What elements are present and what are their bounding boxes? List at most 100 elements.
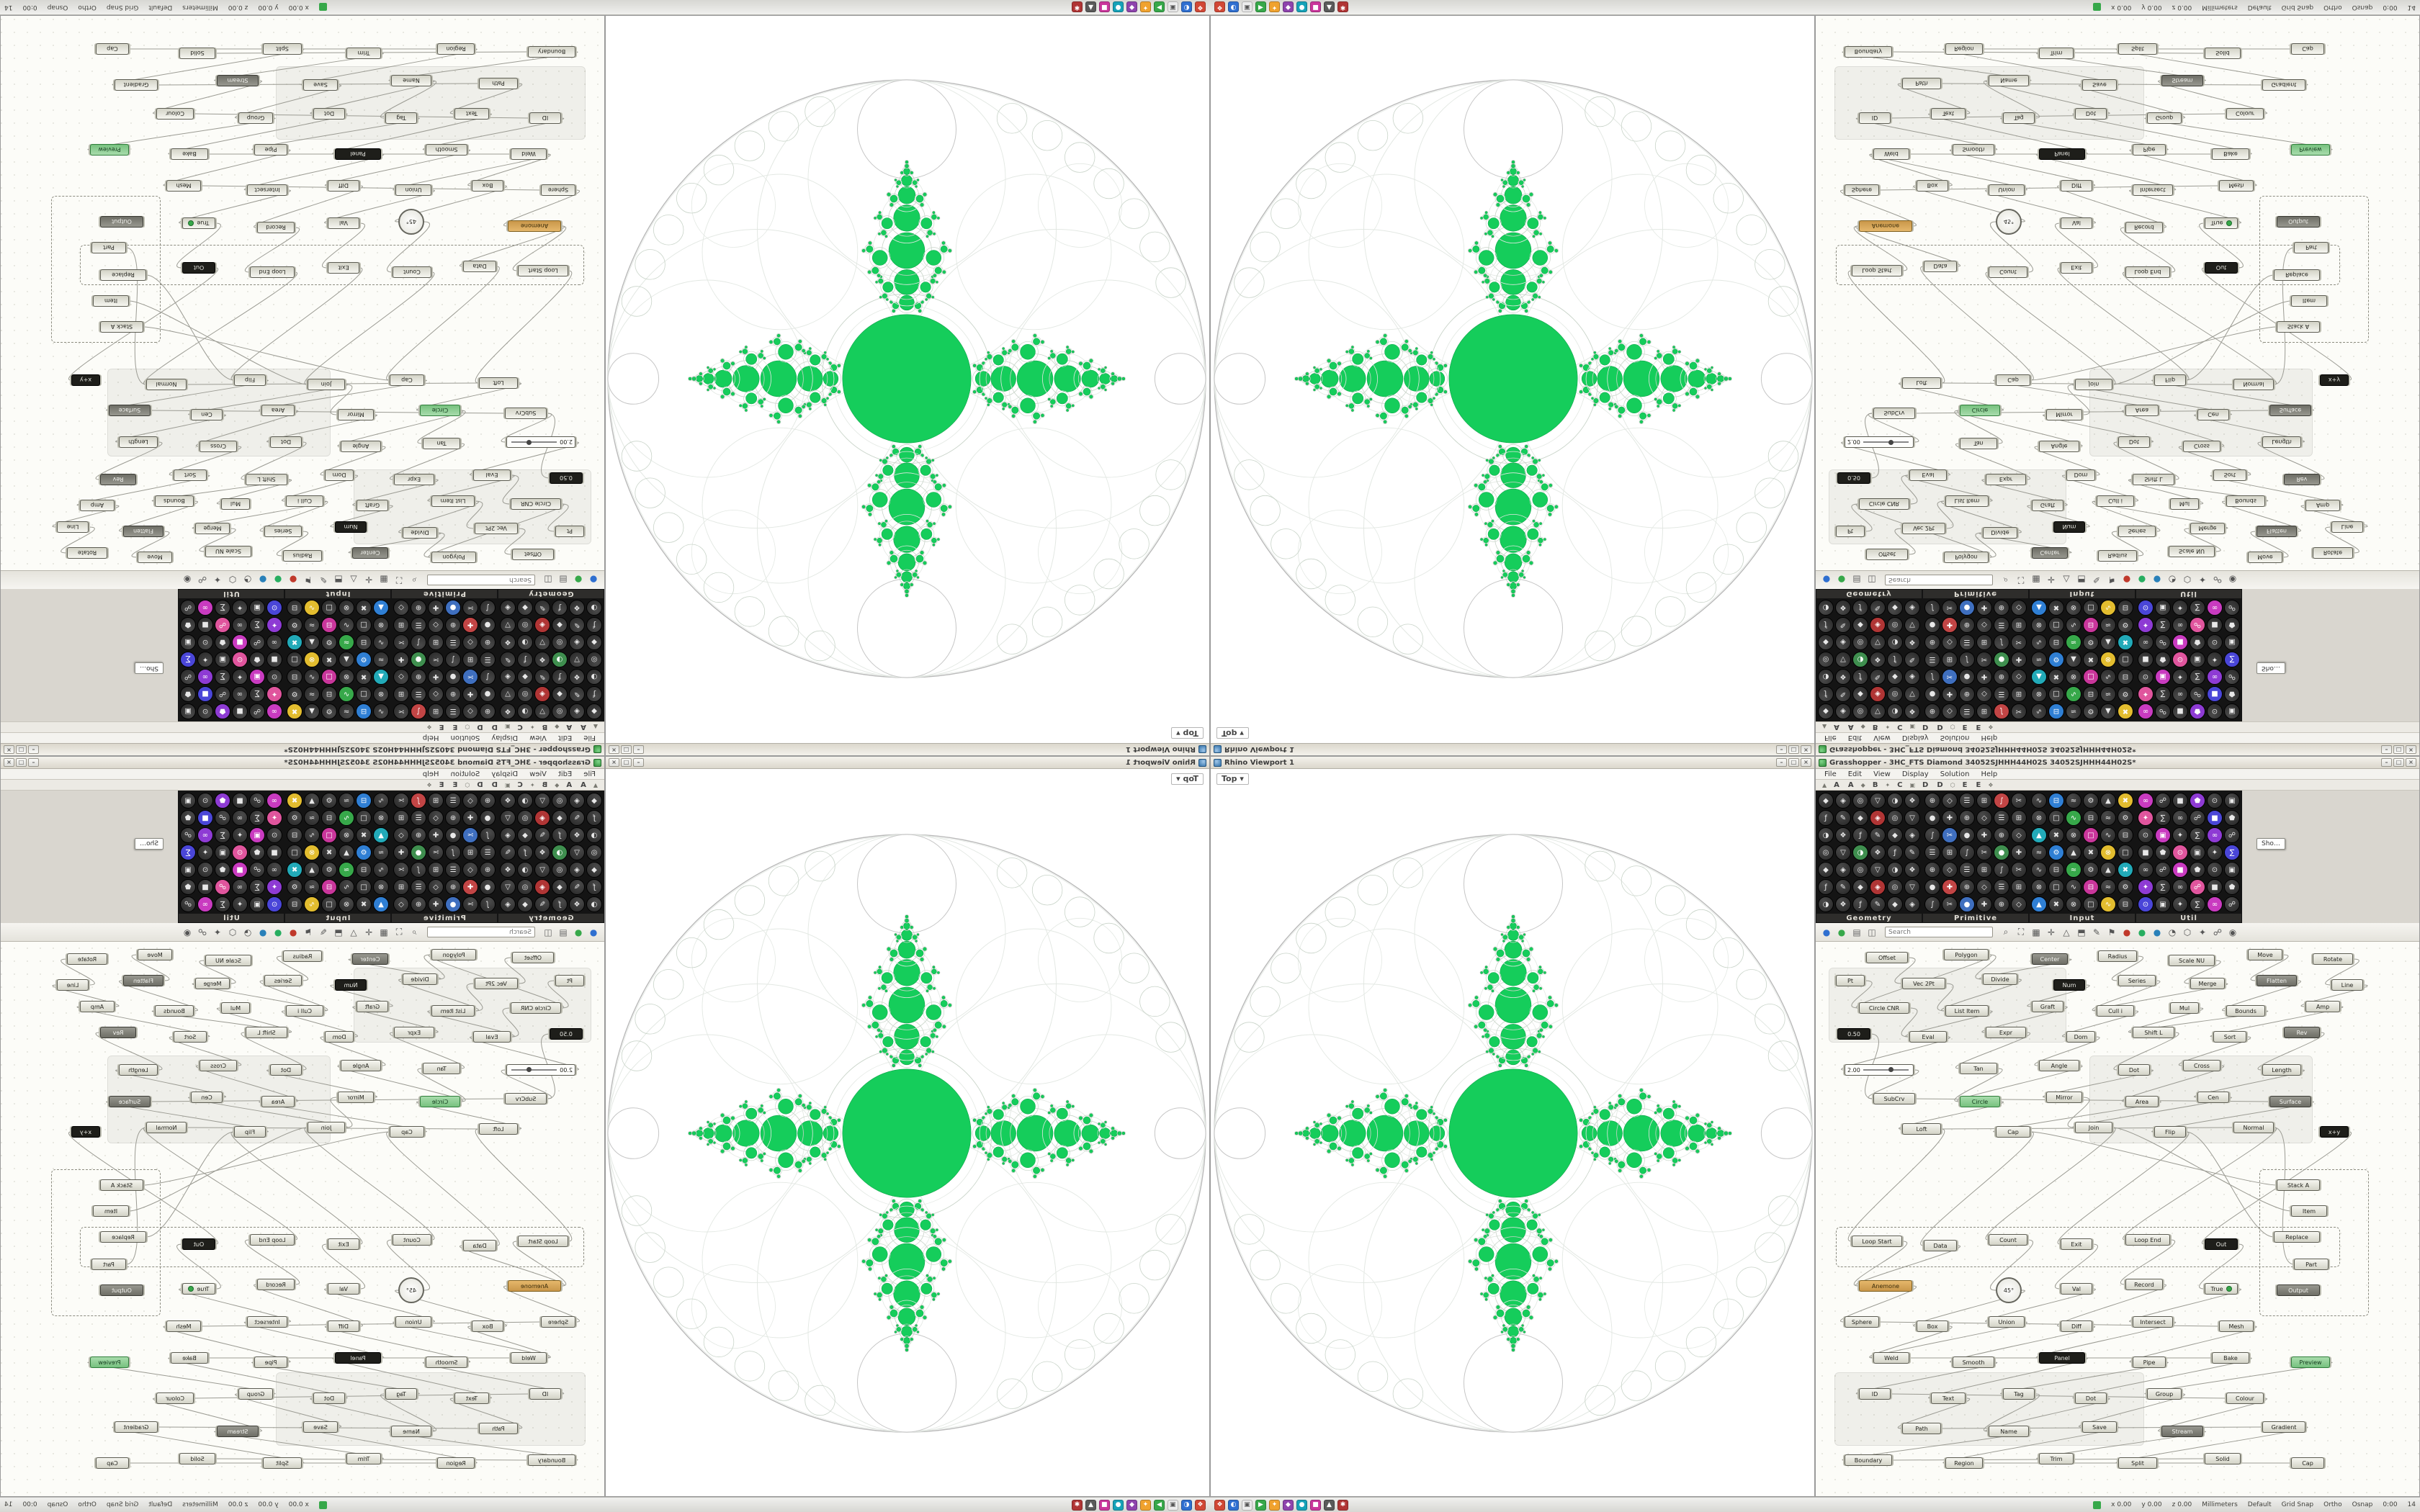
component-icon[interactable]: ∫ [1994, 703, 2009, 719]
component-icon[interactable]: ◆ [1852, 810, 1868, 826]
component-icon[interactable]: ◈ [534, 686, 550, 702]
gh-node[interactable]: Diff [328, 180, 359, 192]
component-icon[interactable]: ≈ [339, 793, 354, 809]
gh-node[interactable]: Length [2262, 1064, 2301, 1076]
category-tab[interactable]: B [1872, 780, 1878, 789]
gh-node[interactable]: Replace [2274, 269, 2320, 281]
gh-node[interactable]: x+y [2320, 374, 2349, 386]
gh-node[interactable]: Stack A [2277, 1179, 2320, 1191]
component-icon[interactable]: ✖ [287, 862, 302, 878]
toolbar-icon[interactable]: ⬡ [228, 575, 237, 585]
gh-node[interactable]: Offset [1866, 549, 1908, 560]
component-icon[interactable]: ▽ [1870, 634, 1886, 650]
component-icon[interactable]: ∿ [339, 879, 354, 895]
gh-node[interactable]: Surface [109, 1096, 151, 1107]
component-icon[interactable]: ∑ [2224, 845, 2240, 860]
gh-node[interactable]: Area [261, 1096, 295, 1107]
gh-node[interactable]: Union [1989, 1316, 2025, 1328]
gh-node[interactable]: 0.50 [550, 472, 583, 484]
component-icon[interactable]: ✚ [462, 810, 478, 826]
component-icon[interactable]: ❖ [569, 896, 585, 912]
gh-node[interactable]: Intersect [2133, 184, 2173, 196]
toolbar-icon[interactable]: ◫ [544, 927, 552, 937]
taskbar-app-icon[interactable]: ● [1113, 1, 1124, 13]
gh-node[interactable]: Record [257, 222, 295, 233]
gh-node[interactable]: Normal [146, 1122, 187, 1133]
component-icon[interactable]: ◎ [1887, 879, 1903, 895]
component-icon[interactable]: ☍ [2155, 634, 2171, 650]
component-icon[interactable]: ✎ [500, 845, 516, 860]
component-icon[interactable]: ❖ [534, 652, 550, 667]
gh-node[interactable]: Stream [217, 1426, 259, 1437]
gh-node[interactable]: Vec 2Pt [1902, 523, 1945, 534]
category-tab[interactable]: D [1937, 723, 1943, 732]
gh-node[interactable]: x+y [2320, 1126, 2349, 1138]
gh-node[interactable]: Num [2053, 521, 2085, 533]
component-icon[interactable]: ⊗ [304, 845, 320, 860]
component-icon[interactable]: ◆ [1887, 600, 1903, 616]
gh-node[interactable]: Boundary [1845, 46, 1892, 58]
taskbar-app-icon[interactable]: ✦ [1269, 1, 1280, 13]
component-icon[interactable]: ▲ [2066, 845, 2081, 860]
component-icon[interactable]: ☰ [1924, 652, 1940, 667]
component-icon[interactable]: ∞ [2172, 810, 2188, 826]
taskbar-app-icon[interactable]: ● [1296, 1499, 1307, 1511]
toolbar-icon[interactable]: ⌕ [2003, 927, 2009, 937]
component-icon[interactable]: ◎ [586, 845, 602, 860]
component-icon[interactable]: ≈ [2100, 686, 2116, 702]
gh-node[interactable]: 2.00 [506, 1064, 575, 1076]
component-icon[interactable]: ▲ [2031, 600, 2047, 616]
gh-node[interactable]: Polygon [1944, 552, 1989, 563]
gh-node[interactable]: Mul [221, 498, 250, 510]
gh-node[interactable]: Loop End [2125, 266, 2170, 278]
gh-node[interactable]: Trim [2039, 48, 2074, 59]
component-icon[interactable]: ✎ [569, 810, 585, 826]
taskbar-app-icon[interactable]: ▲ [1085, 1499, 1096, 1511]
gh-node[interactable]: Mirror [2046, 409, 2082, 420]
component-icon[interactable]: ◎ [517, 879, 533, 895]
component-icon[interactable]: ∿ [304, 896, 320, 912]
gh-node[interactable]: Path [1902, 1423, 1941, 1434]
component-icon[interactable]: ✂ [1942, 600, 1958, 616]
component-icon[interactable]: ∞ [2172, 686, 2188, 702]
component-icon[interactable]: ⊙ [266, 896, 282, 912]
gh-node[interactable]: Amp [2305, 1001, 2340, 1012]
gh-node[interactable]: 2.00 [506, 436, 575, 448]
menu-item-display[interactable]: Display [1901, 734, 1929, 742]
component-icon[interactable]: ✚ [1976, 669, 1992, 685]
component-icon[interactable]: □ [2083, 669, 2099, 685]
component-icon[interactable]: ƒ [1887, 652, 1903, 667]
gh-node[interactable]: Mesh [2219, 180, 2254, 192]
gh-node[interactable]: Weld [511, 1352, 547, 1364]
category-tab[interactable]: B [542, 723, 548, 732]
category-tab[interactable]: A [1847, 780, 1854, 789]
component-icon[interactable]: ⊙ [2207, 634, 2223, 650]
gh-node[interactable]: Tan [1960, 438, 1997, 449]
taskbar-app-icon[interactable]: ✦ [1140, 1499, 1151, 1511]
window-close-button[interactable]: × [609, 758, 619, 767]
gh-node[interactable]: x+y [71, 374, 100, 386]
gh-node[interactable]: Tag [2003, 112, 2035, 124]
component-icon[interactable]: ▲ [2100, 862, 2116, 878]
component-icon[interactable]: ⊙ [232, 652, 248, 667]
gh-node[interactable]: Split [2118, 43, 2157, 55]
component-icon[interactable]: ◑ [517, 862, 533, 878]
component-icon[interactable]: ☍ [215, 810, 230, 826]
gh-node[interactable]: Union [395, 184, 431, 196]
gh-node[interactable]: Diff [2061, 180, 2092, 192]
component-icon[interactable]: ▽ [1904, 810, 1920, 826]
component-icon[interactable]: ✦ [2172, 827, 2188, 843]
component-icon[interactable]: ◎ [1818, 845, 1834, 860]
gh-titlebar[interactable]: Grasshopper - 3HC_FTS Diamond 34052SJHHH… [1, 743, 604, 755]
component-icon[interactable]: ∿ [2066, 879, 2081, 895]
taskbar-app-icon[interactable]: ■ [1310, 1499, 1321, 1511]
gh-node[interactable]: Move [138, 552, 172, 563]
category-tab[interactable]: E [439, 780, 444, 789]
gh-node[interactable]: 0.50 [1837, 1028, 1870, 1040]
component-icon[interactable]: ≈ [2031, 652, 2047, 667]
component-icon[interactable]: ◈ [534, 617, 550, 633]
toolbar-icon[interactable]: ● [274, 575, 282, 585]
toolbar-icon[interactable]: ● [289, 575, 297, 585]
gh-node[interactable]: Cull i [286, 1005, 323, 1017]
component-icon[interactable]: ☍ [2190, 686, 2205, 702]
